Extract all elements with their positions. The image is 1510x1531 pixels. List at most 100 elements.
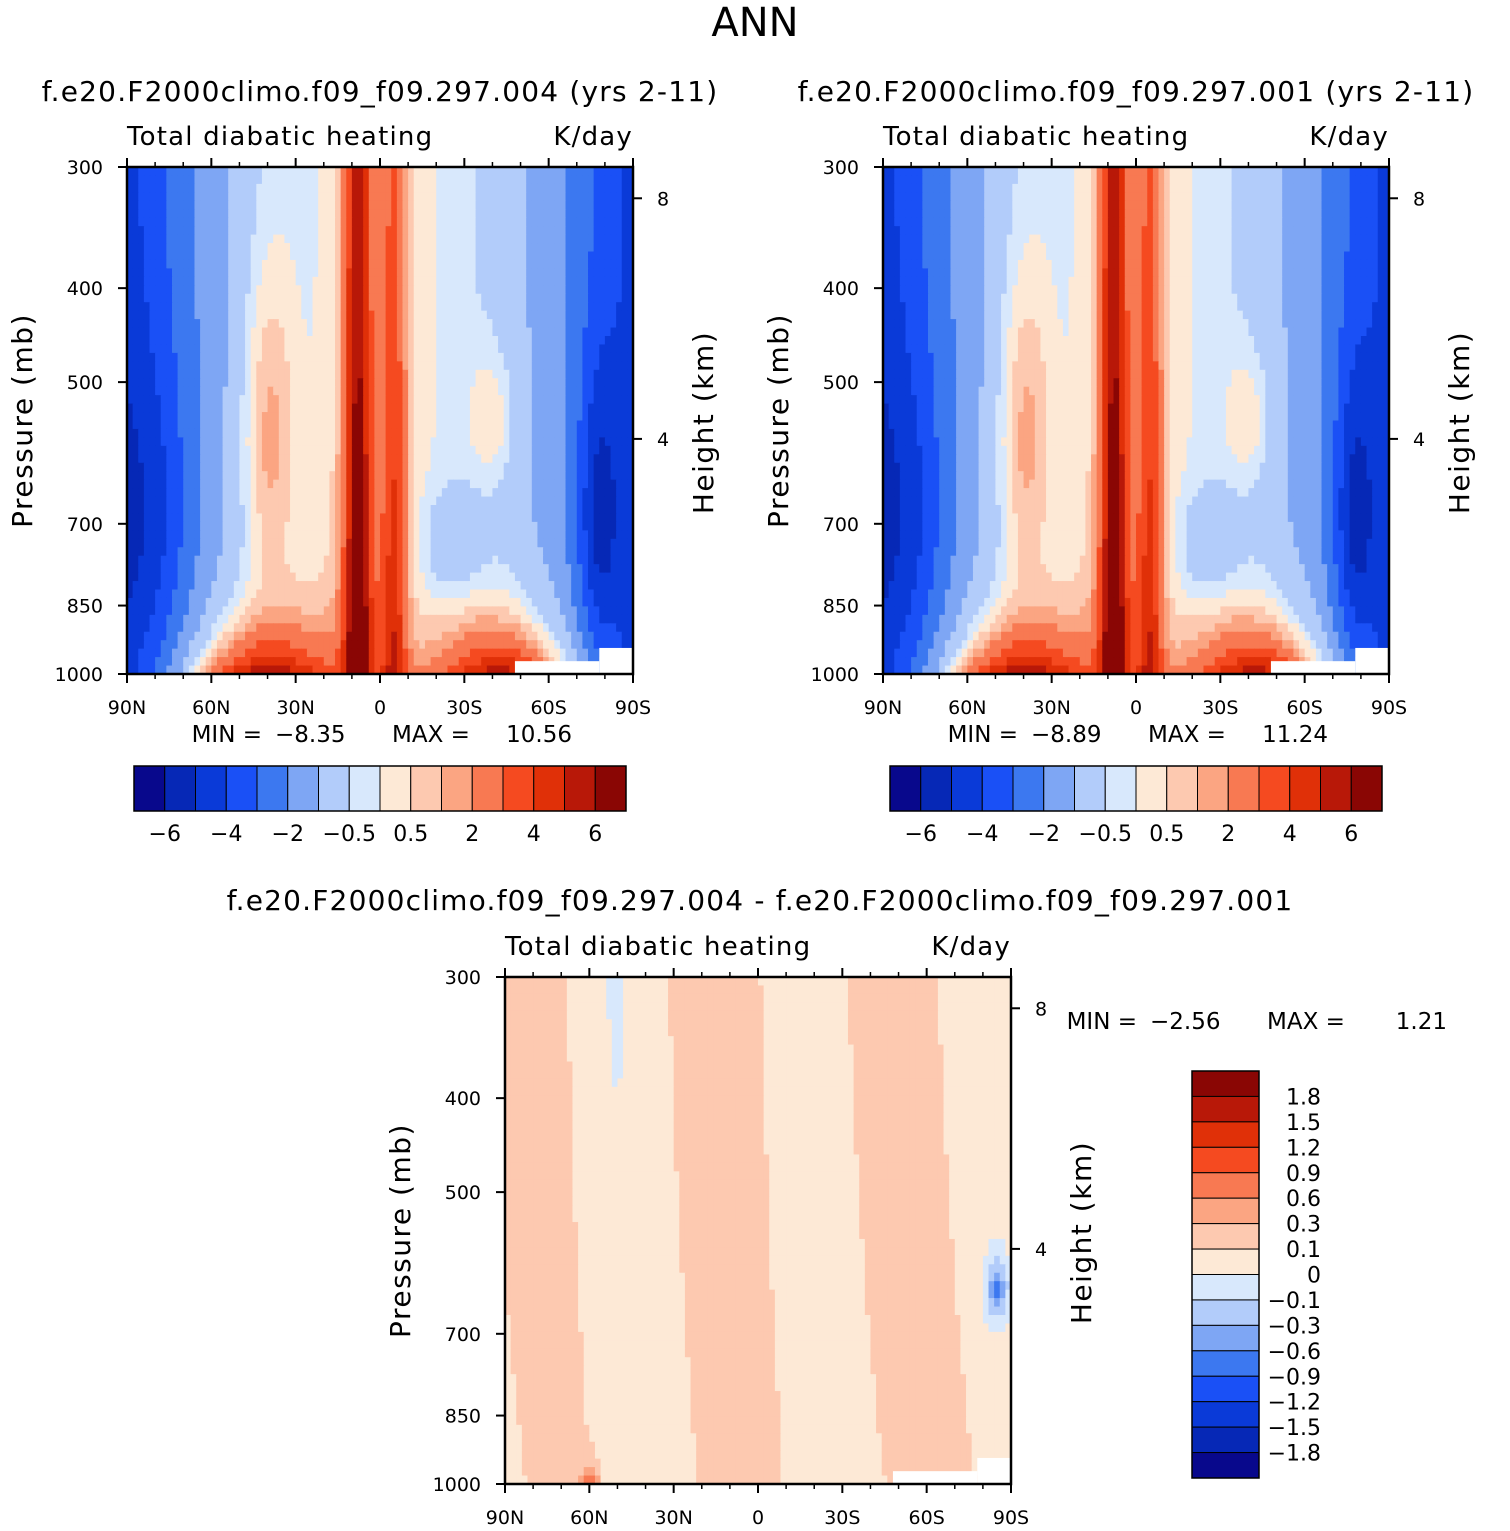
contour-cell: [295, 361, 302, 371]
contour-cell: [205, 259, 212, 269]
contour-cell: [127, 589, 134, 599]
contour-cell: [396, 428, 404, 438]
contour-cell: [273, 471, 280, 481]
contour-cell: [166, 175, 173, 185]
contour-cell: [588, 454, 595, 464]
contour-cell: [498, 319, 505, 329]
contour-cell: [424, 234, 432, 244]
contour-cell: [312, 623, 319, 633]
contour-cell: [604, 555, 612, 565]
contour-cell: [329, 403, 336, 413]
contour-cell: [160, 352, 167, 362]
contour-cell: [430, 344, 437, 354]
contour-cell: [402, 496, 409, 506]
contour-cell: [216, 471, 224, 481]
contour-cell: [188, 631, 196, 641]
contour-cell: [408, 268, 415, 278]
contour-cell: [514, 167, 522, 177]
contour-cell: [385, 361, 392, 371]
contour-cell: [346, 538, 353, 548]
contour-cell: [593, 167, 600, 177]
contour-cell: [183, 336, 190, 346]
contour-cell: [211, 276, 218, 286]
contour-cell: [531, 513, 539, 523]
contour-cell: [492, 276, 499, 286]
contour-cell: [239, 614, 246, 624]
contour-cell: [413, 234, 420, 244]
contour-cell: [200, 259, 207, 269]
contour-cell: [171, 285, 179, 295]
contour-cell: [565, 488, 572, 498]
contour-cell: [396, 606, 404, 616]
contour-cell: [132, 505, 139, 515]
contour-cell: [318, 530, 325, 540]
contour-cell: [554, 597, 561, 607]
contour-cell: [498, 293, 505, 303]
contour-cell: [391, 243, 398, 253]
contour-cell: [329, 285, 336, 295]
contour-cell: [166, 386, 173, 396]
contour-cell: [627, 369, 634, 379]
contour-cell: [216, 226, 224, 236]
contour-cell: [200, 352, 207, 362]
contour-cell: [239, 302, 246, 312]
contour-cell: [143, 386, 151, 396]
contour-cell: [492, 445, 499, 455]
contour-cell: [143, 606, 151, 616]
contour-cell: [335, 344, 342, 354]
contour-cell: [323, 319, 330, 329]
contour-cell: [301, 327, 308, 337]
contour-cell: [335, 538, 342, 548]
contour-cell: [419, 200, 426, 210]
contour-cell: [616, 378, 623, 388]
contour-cell: [588, 606, 595, 616]
contour-cell: [222, 327, 229, 337]
contour-cell: [256, 445, 263, 455]
contour-cell: [548, 302, 555, 312]
contour-cell: [284, 183, 291, 193]
contour-cell: [531, 572, 539, 582]
contour-cell: [469, 412, 477, 422]
contour-cell: [537, 209, 544, 219]
contour-cell: [138, 336, 145, 346]
contour-cell: [610, 403, 617, 413]
contour-cell: [526, 251, 533, 261]
contour-cell: [295, 268, 302, 278]
contour-cell: [211, 538, 218, 548]
contour-cell: [290, 606, 297, 616]
contour-cell: [374, 319, 381, 329]
contour-cell: [565, 564, 572, 574]
contour-cell: [233, 395, 241, 405]
contour-cell: [250, 175, 257, 185]
contour-cell: [323, 572, 330, 582]
contour-cell: [138, 521, 145, 531]
contour-cell: [531, 462, 539, 472]
contour-cell: [514, 454, 522, 464]
contour-cell: [588, 293, 595, 303]
contour-cell: [402, 555, 409, 565]
contour-cell: [143, 631, 151, 641]
contour-cell: [599, 259, 606, 269]
contour-cell: [239, 530, 246, 540]
contour-cell: [503, 488, 510, 498]
contour-cell: [239, 259, 246, 269]
contour-cell: [441, 496, 449, 506]
contour-cell: [127, 336, 134, 346]
contour-cell: [599, 623, 606, 633]
contour-cell: [239, 547, 246, 557]
contour-cell: [554, 183, 561, 193]
contour-cell: [357, 302, 364, 312]
contour-cell: [509, 336, 516, 346]
contour-cell: [138, 167, 145, 177]
contour-cell: [233, 234, 241, 244]
contour-cell: [295, 234, 302, 244]
contour-cell: [301, 614, 308, 624]
contour-cell: [143, 192, 151, 202]
contour-cell: [565, 336, 572, 346]
contour-cell: [498, 589, 505, 599]
contour-cell: [357, 538, 364, 548]
contour-cell: [346, 234, 353, 244]
contour-cell: [430, 521, 437, 531]
contour-cell: [132, 285, 139, 295]
contour-cell: [312, 183, 319, 193]
